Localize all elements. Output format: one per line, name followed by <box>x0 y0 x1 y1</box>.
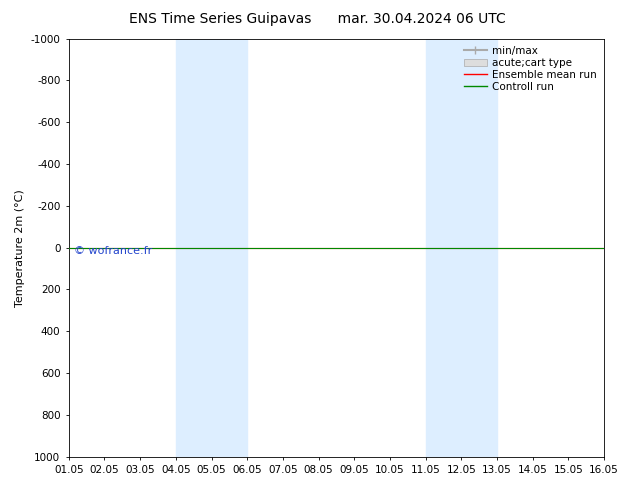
Y-axis label: Temperature 2m (°C): Temperature 2m (°C) <box>15 189 25 307</box>
Text: ENS Time Series Guipavas      mar. 30.04.2024 06 UTC: ENS Time Series Guipavas mar. 30.04.2024… <box>129 12 505 26</box>
Legend: min/max, acute;cart type, Ensemble mean run, Controll run: min/max, acute;cart type, Ensemble mean … <box>462 44 599 94</box>
Bar <box>425 39 497 457</box>
Bar <box>176 39 247 457</box>
Text: © wofrance.fr: © wofrance.fr <box>74 245 152 256</box>
